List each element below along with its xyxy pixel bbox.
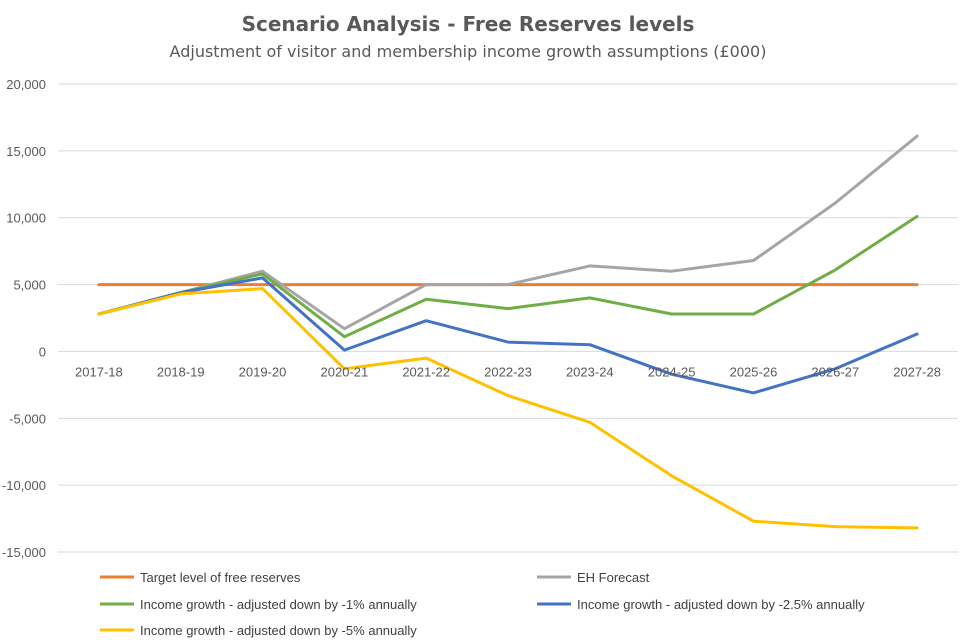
x-tick-label: 2025-26 — [730, 364, 778, 379]
series-line-4 — [97, 276, 919, 395]
chart-title: Scenario Analysis - Free Reserves levels — [242, 12, 695, 36]
legend: Target level of free reserves EH Forecast… — [100, 570, 865, 638]
x-tick-label: 2017-18 — [75, 364, 123, 379]
y-tick-label: -5,000 — [9, 411, 46, 426]
legend-label: Target level of free reserves — [140, 570, 301, 585]
x-tick-label: 2020-21 — [321, 364, 369, 379]
y-axis-tick-labels: 20,000 15,000 10,000 5,000 0 -5,000 -10,000 -15… — [2, 77, 46, 560]
legend-label: Income growth - adjusted down by -5% ann… — [140, 623, 417, 638]
y-tick-label: -15,000 — [2, 545, 46, 560]
chart-subtitle: Adjustment of visitor and membership inc… — [170, 42, 767, 61]
y-tick-label: -10,000 — [2, 478, 46, 493]
x-tick-label: 2027-28 — [893, 364, 941, 379]
legend-label: Income growth - adjusted down by -2.5% a… — [577, 597, 865, 612]
y-tick-label: 5,000 — [13, 278, 46, 293]
x-tick-label: 2018-19 — [157, 364, 205, 379]
legend-label: Income growth - adjusted down by -1% ann… — [140, 597, 417, 612]
series-line-2 — [97, 134, 919, 331]
legend-label: EH Forecast — [577, 570, 650, 585]
x-tick-label: 2022-23 — [484, 364, 532, 379]
series-line-3 — [97, 214, 919, 339]
y-tick-label: 20,000 — [6, 77, 46, 92]
x-axis-tick-labels: 2017-18 2018-19 2019-20 2020-21 2021-22 2022-… — [75, 364, 941, 379]
series-lines — [97, 134, 919, 530]
x-tick-label: 2026-27 — [811, 364, 859, 379]
y-tick-label: 10,000 — [6, 211, 46, 226]
series-line-5 — [97, 287, 919, 530]
x-tick-label: 2021-22 — [402, 364, 450, 379]
gridlines — [58, 83, 958, 553]
x-tick-label: 2024-25 — [648, 364, 696, 379]
x-tick-label: 2019-20 — [239, 364, 287, 379]
y-tick-label: 15,000 — [6, 144, 46, 159]
x-tick-label: 2023-24 — [566, 364, 614, 379]
y-tick-label: 0 — [39, 344, 46, 359]
